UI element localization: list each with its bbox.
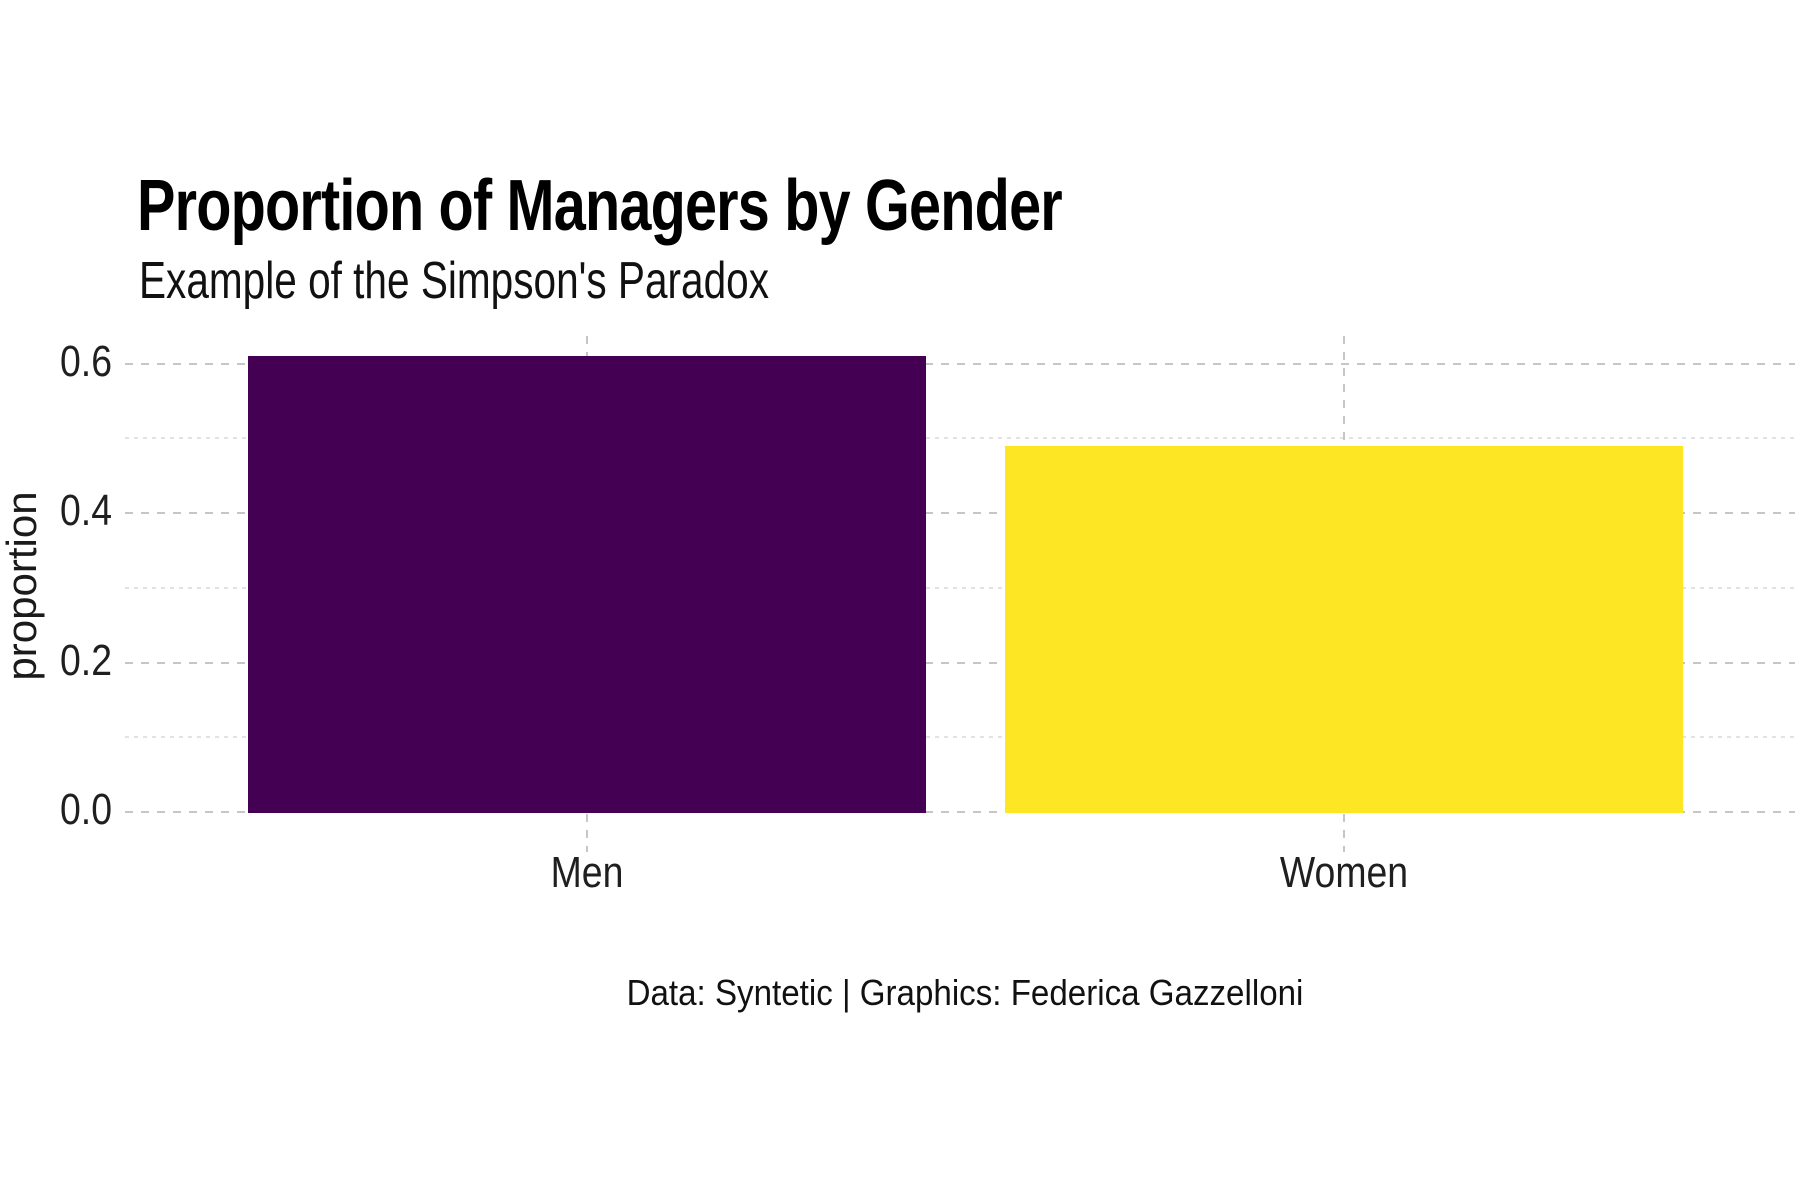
- x-tick-label: Women: [1279, 848, 1409, 897]
- gridline-minor: [125, 437, 1795, 440]
- y-tick-label: 0.0: [60, 785, 112, 834]
- bar-women: [1005, 445, 1683, 813]
- x-axis-tick: [586, 814, 588, 852]
- gridline-minor: [125, 586, 1795, 589]
- gridline-vertical: [586, 336, 588, 357]
- gridline-minor: [125, 736, 1795, 739]
- gridline-major: [125, 512, 1795, 515]
- y-tick-label: 0.4: [60, 486, 112, 536]
- gridline-major: [125, 362, 1795, 365]
- gridline-major: [125, 661, 1795, 664]
- chart-caption: Data: Syntetic | Graphics: Federica Gazz…: [626, 972, 1304, 1013]
- x-tick-label: Men: [550, 848, 624, 897]
- y-tick-label: 0.2: [60, 635, 112, 685]
- gridline-vertical: [1343, 336, 1345, 446]
- chart-subtitle: Example of the Simpson's Paradox: [139, 252, 769, 310]
- chart-title: Proportion of Managers by Gender: [137, 166, 1063, 246]
- x-axis-tick: [1343, 814, 1345, 852]
- bar-men: [248, 356, 926, 813]
- y-tick-label: 0.6: [60, 336, 112, 386]
- gridline-major: [125, 811, 1795, 813]
